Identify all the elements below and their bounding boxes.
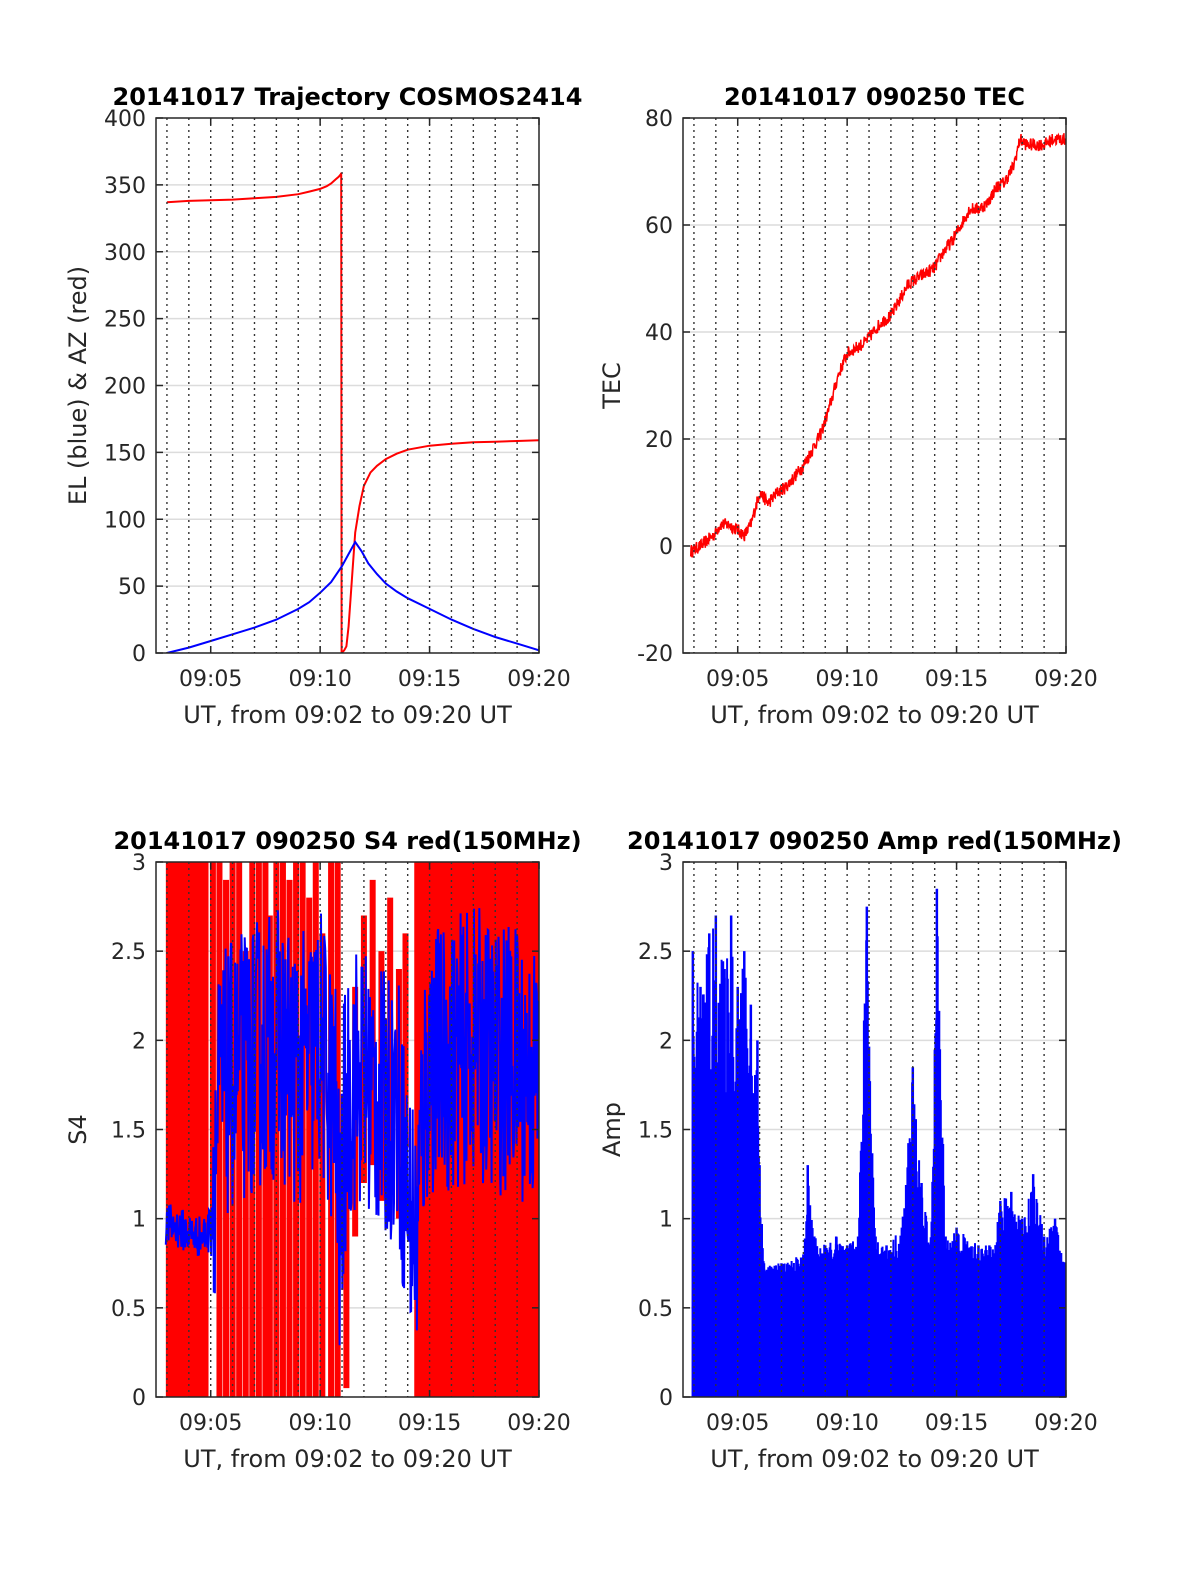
xtick-label: 09:20	[1034, 667, 1097, 692]
ytick-label: -20	[637, 642, 673, 667]
y-axis-label: EL (blue) & AZ (red)	[64, 266, 92, 505]
y-axis-label: Amp	[598, 1102, 626, 1157]
xtick-label: 09:15	[925, 1411, 988, 1436]
chart-amp: 0 0.5 1 1.5 2 2.5 3 09:05 09:10 09:15 09:20 2014101…	[598, 827, 1122, 1473]
ytick-label: 0.5	[111, 1297, 146, 1322]
chart-trajectory: 0 50 100 150 200 250 300 350 400 09:05 09:10 09:15 0…	[64, 83, 582, 729]
ytick-label: 400	[104, 107, 146, 132]
ytick-label: 0.5	[638, 1297, 673, 1322]
ytick-label: 40	[645, 321, 673, 346]
xtick-label: 09:05	[179, 1411, 242, 1436]
chart-title: 20141017 090250 TEC	[724, 83, 1025, 111]
ytick-label: 1.5	[638, 1119, 673, 1144]
ytick-label: 50	[118, 575, 146, 600]
plot-area	[689, 132, 1066, 558]
ytick-label: 300	[104, 241, 146, 266]
xtick-label: 09:10	[288, 1411, 351, 1436]
ytick-label: 350	[104, 174, 146, 199]
y-axis-label: S4	[64, 1114, 92, 1145]
ytick-label: 60	[645, 214, 673, 239]
ytick-label: 150	[104, 441, 146, 466]
plot-area	[166, 172, 539, 653]
xtick-label: 09:15	[398, 1411, 461, 1436]
ytick-label: 20	[645, 428, 673, 453]
ytick-label: 0	[659, 535, 673, 560]
ytick-label: 2	[659, 1029, 673, 1054]
chart-title: 20141017 090250 S4 red(150MHz)	[113, 827, 581, 855]
red-series-fill	[165, 862, 209, 1397]
axes-frame	[682, 117, 1067, 654]
plot-area	[691, 888, 1066, 1397]
ytick-label: 2.5	[638, 940, 673, 965]
chart-s4: 0 0.5 1 1.5 2 2.5 3 09:05 09:10 09:15 09:20 2014101…	[64, 827, 582, 1473]
ytick-label: 2	[132, 1029, 146, 1054]
xtick-label: 09:05	[706, 1411, 769, 1436]
xtick-label: 09:05	[179, 667, 242, 692]
series-elevation	[166, 540, 539, 653]
series-s4-blue	[164, 908, 539, 1346]
xtick-label: 09:15	[398, 667, 461, 692]
ytick-label: 2.5	[111, 940, 146, 965]
plot-area	[164, 862, 539, 1397]
chart-tec: -20 0 20 40 60 80 09:05 09:10 09:15 09:20 20141017…	[598, 83, 1098, 729]
ytick-label: 1	[132, 1208, 146, 1233]
chart-title: 20141017 090250 Amp red(150MHz)	[627, 827, 1122, 855]
ytick-label: 100	[104, 508, 146, 533]
series-amp	[691, 928, 1066, 1397]
ytick-label: 0	[132, 1386, 146, 1411]
series-azimuth	[166, 172, 539, 653]
xtick-label: 09:10	[288, 667, 351, 692]
xtick-label: 09:20	[1034, 1411, 1097, 1436]
xtick-label: 09:10	[815, 667, 878, 692]
x-axis-label: UT, from 09:02 to 09:20 UT	[710, 1445, 1039, 1473]
ytick-label: 1	[659, 1208, 673, 1233]
chart-title: 20141017 Trajectory COSMOS2414	[113, 83, 583, 111]
x-axis-label: UT, from 09:02 to 09:20 UT	[710, 701, 1039, 729]
x-axis-label: UT, from 09:02 to 09:20 UT	[183, 701, 512, 729]
xtick-label: 09:05	[706, 667, 769, 692]
ytick-label: 0	[659, 1386, 673, 1411]
xtick-label: 09:20	[507, 667, 570, 692]
x-axis-label: UT, from 09:02 to 09:20 UT	[183, 1445, 512, 1473]
series-tec	[689, 132, 1066, 558]
ytick-label: 3	[659, 851, 673, 876]
ytick-label: 80	[645, 107, 673, 132]
xtick-label: 09:15	[925, 667, 988, 692]
ytick-label: 1.5	[111, 1119, 146, 1144]
ytick-label: 200	[104, 375, 146, 400]
y-axis-label: TEC	[598, 362, 626, 410]
ytick-label: 0	[132, 642, 146, 667]
ytick-label: 250	[104, 308, 146, 333]
xtick-label: 09:10	[815, 1411, 878, 1436]
xtick-label: 09:20	[507, 1411, 570, 1436]
ytick-label: 3	[132, 851, 146, 876]
